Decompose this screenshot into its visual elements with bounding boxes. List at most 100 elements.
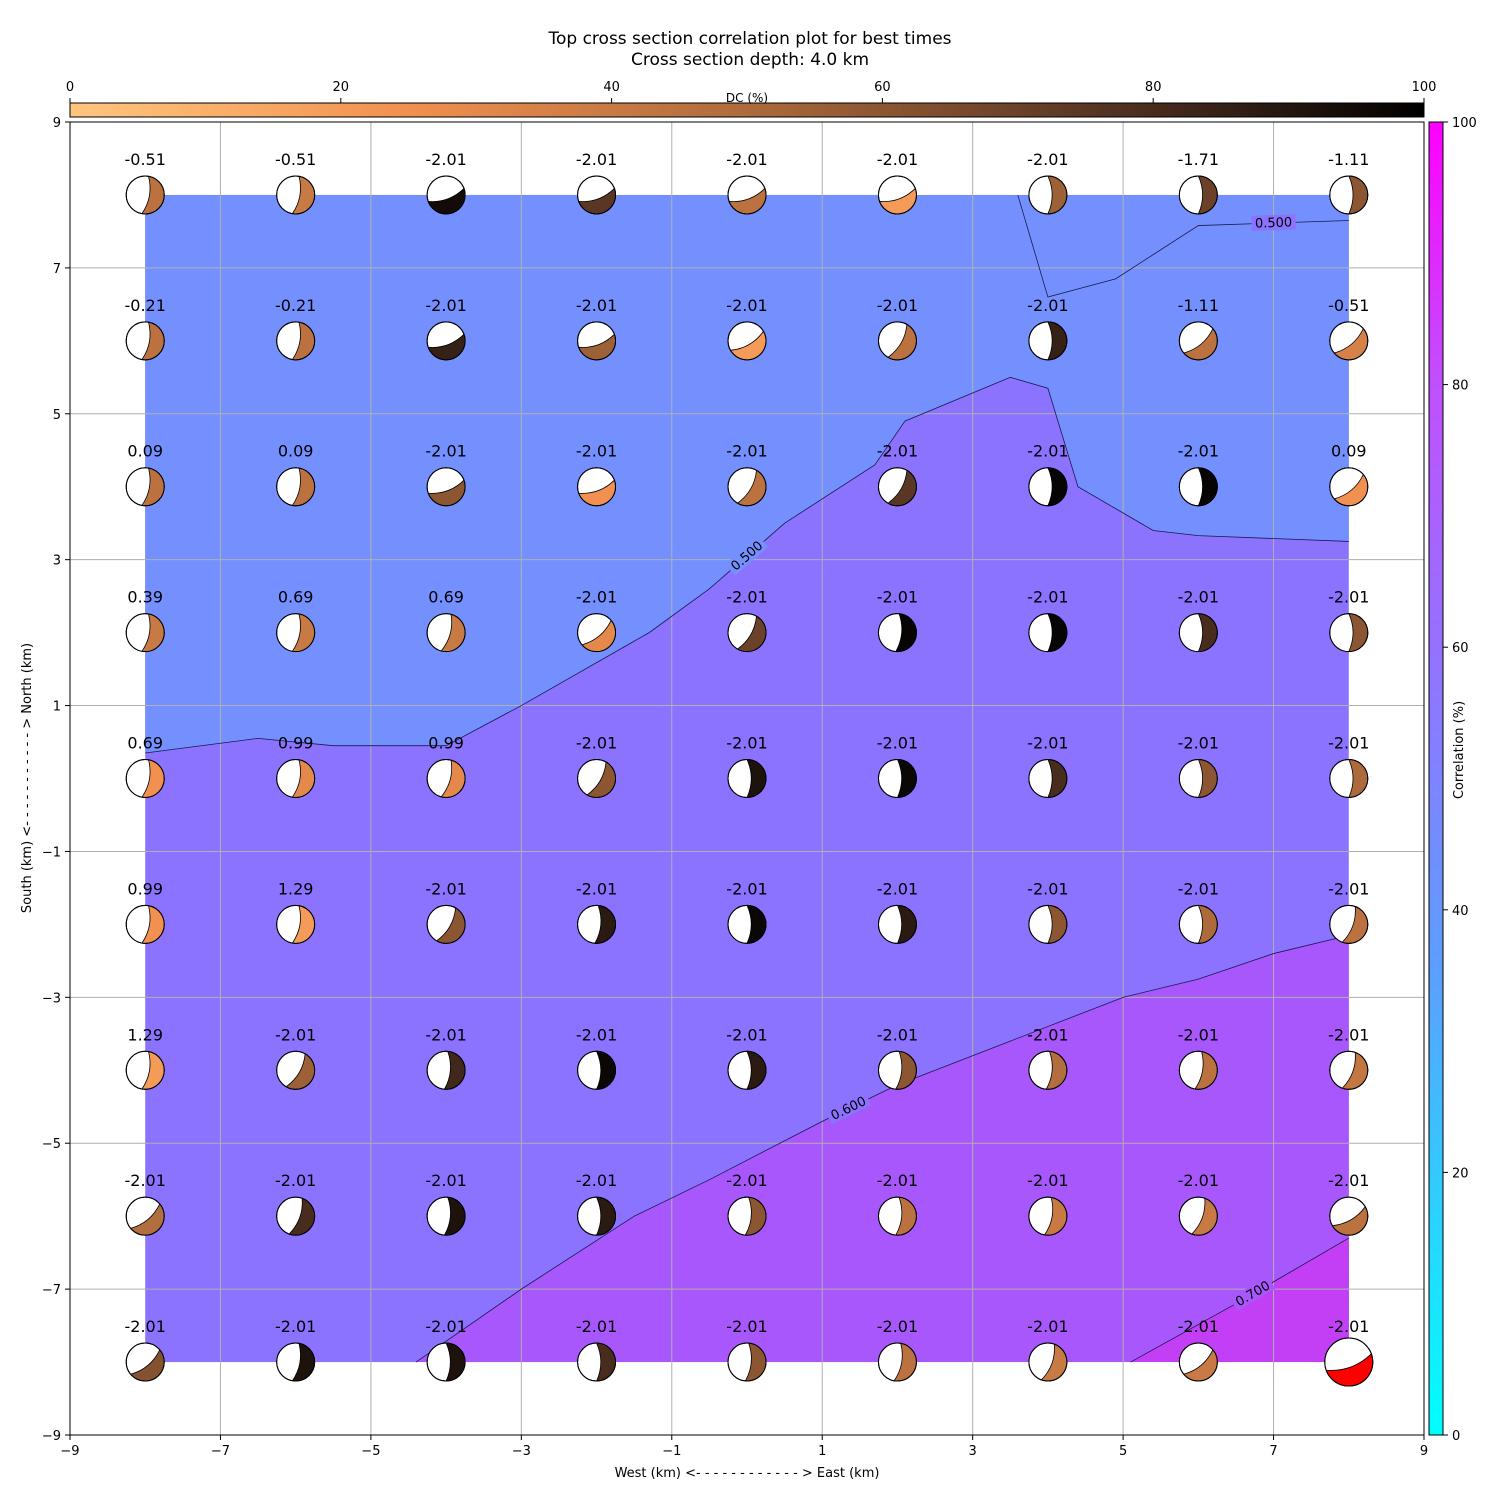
- beachball-rim: [1028, 759, 1068, 798]
- point-value-label: -2.01: [275, 1317, 316, 1336]
- beachball-rim: [276, 467, 316, 507]
- point-value-label: -2.01: [425, 1025, 466, 1044]
- beachball-rim: [426, 613, 466, 653]
- point-value-label: -2.01: [1328, 1317, 1369, 1336]
- beachball-rim: [125, 1342, 165, 1382]
- dc-colorbar-tick-label: 0: [66, 80, 74, 95]
- beachball: [1028, 904, 1068, 944]
- beachball-rim: [1028, 1050, 1068, 1090]
- beachball-rim: [577, 759, 617, 798]
- dc-colorbar-tick-label: 20: [333, 80, 350, 95]
- y-tick-label: −3: [42, 991, 61, 1006]
- point-value-label: -2.01: [1178, 1317, 1219, 1336]
- point-value-label: -2.01: [1027, 442, 1068, 461]
- beachball: [1028, 613, 1068, 653]
- contour-label-gap: [1251, 214, 1296, 231]
- point-value-label: -2.01: [125, 1317, 166, 1336]
- point-value-label: -2.01: [877, 879, 918, 898]
- x-tick-label: −1: [662, 1444, 681, 1459]
- point-value-label: -2.01: [1027, 296, 1068, 315]
- beachball-rim: [1028, 613, 1068, 653]
- beachball: [1028, 175, 1068, 215]
- beachball: [1178, 467, 1218, 507]
- point-value-label: 0.99: [278, 734, 314, 753]
- beachball: [125, 1342, 165, 1382]
- correlation-band-high: [416, 935, 1349, 1363]
- point-value-label: -2.01: [1027, 588, 1068, 607]
- beachball: [877, 1050, 917, 1090]
- beachball-rim: [1329, 321, 1369, 361]
- beachball-rim: [426, 467, 466, 507]
- point-value-label: 0.09: [127, 442, 163, 461]
- point-value-label: -2.01: [726, 442, 767, 461]
- beachball-rim: [577, 1196, 617, 1236]
- correlation-colorbar-gradient: [1428, 121, 1444, 1436]
- point-value-label: -2.01: [576, 150, 617, 169]
- beachball: [1028, 1050, 1068, 1090]
- beachball: [426, 613, 466, 653]
- beachball: [1329, 759, 1369, 798]
- y-tick-label: −5: [42, 1137, 61, 1152]
- y-tick-label: 9: [53, 116, 61, 131]
- dc-colorbar-tick-label: 80: [1145, 80, 1162, 95]
- beachball-rim: [125, 175, 165, 215]
- point-value-label: -2.01: [1027, 1317, 1068, 1336]
- beachball: [577, 904, 617, 944]
- beachball-rim: [1028, 904, 1068, 944]
- beachball: [426, 759, 466, 798]
- point-value-label: -2.01: [425, 442, 466, 461]
- beachball: [125, 1196, 165, 1236]
- beachball-rim: [125, 759, 165, 798]
- point-value-label: -2.01: [726, 734, 767, 753]
- point-value-label: -2.01: [877, 442, 918, 461]
- point-value-label: 0.69: [428, 588, 464, 607]
- beachball: [276, 759, 316, 798]
- beachball-rim: [877, 175, 917, 215]
- chart-subtitle: Cross section depth: 4.0 km: [631, 50, 869, 70]
- point-value-label: -2.01: [1328, 734, 1369, 753]
- beachball: [1329, 175, 1369, 215]
- beachball: [1324, 1337, 1374, 1387]
- x-tick-label: 5: [1119, 1444, 1127, 1459]
- beachball: [877, 175, 917, 215]
- beachball-rim: [276, 759, 316, 798]
- beachball-rim: [577, 1342, 617, 1382]
- point-value-label: 0.39: [127, 588, 163, 607]
- point-value-label: -1.11: [1178, 296, 1219, 315]
- point-value-label: -2.01: [1328, 879, 1369, 898]
- beachball: [1329, 467, 1369, 507]
- beachball: [276, 1342, 316, 1382]
- beachball: [1329, 1050, 1369, 1090]
- contour-label-group: 0.500: [1251, 214, 1296, 232]
- beachball: [426, 1196, 466, 1236]
- point-value-label: -2.01: [726, 1025, 767, 1044]
- beachball-rim: [1329, 1050, 1369, 1090]
- beachball: [1028, 759, 1068, 798]
- beachball: [125, 175, 165, 215]
- beachball: [577, 613, 617, 653]
- point-value-label: 1.29: [278, 879, 314, 898]
- beachball-rim: [1178, 1050, 1218, 1090]
- dc-colorbar-tick-label: 40: [603, 80, 620, 95]
- point-value-label: -2.01: [1027, 150, 1068, 169]
- point-value-label: -1.11: [1328, 150, 1369, 169]
- beachball-rim: [426, 904, 466, 944]
- beachball: [1329, 1196, 1369, 1236]
- y-tick-label: 3: [53, 554, 61, 569]
- beachball-rim: [727, 759, 767, 798]
- beachball: [577, 1196, 617, 1236]
- beachball-rim: [1028, 1196, 1068, 1236]
- dc-colorbar-tick-label: 100: [1412, 80, 1437, 95]
- beachball: [276, 467, 316, 507]
- point-value-label: -2.01: [726, 150, 767, 169]
- beachball: [1329, 321, 1369, 361]
- beachball-rim: [727, 175, 767, 215]
- point-value-label: -2.01: [425, 150, 466, 169]
- beachball: [276, 1050, 316, 1090]
- beachball: [1178, 1050, 1218, 1090]
- beachball-rim: [276, 1050, 316, 1090]
- point-value-label: -2.01: [576, 734, 617, 753]
- beachball: [577, 1050, 617, 1090]
- beachball: [727, 467, 767, 507]
- beachball-rim: [1178, 613, 1218, 653]
